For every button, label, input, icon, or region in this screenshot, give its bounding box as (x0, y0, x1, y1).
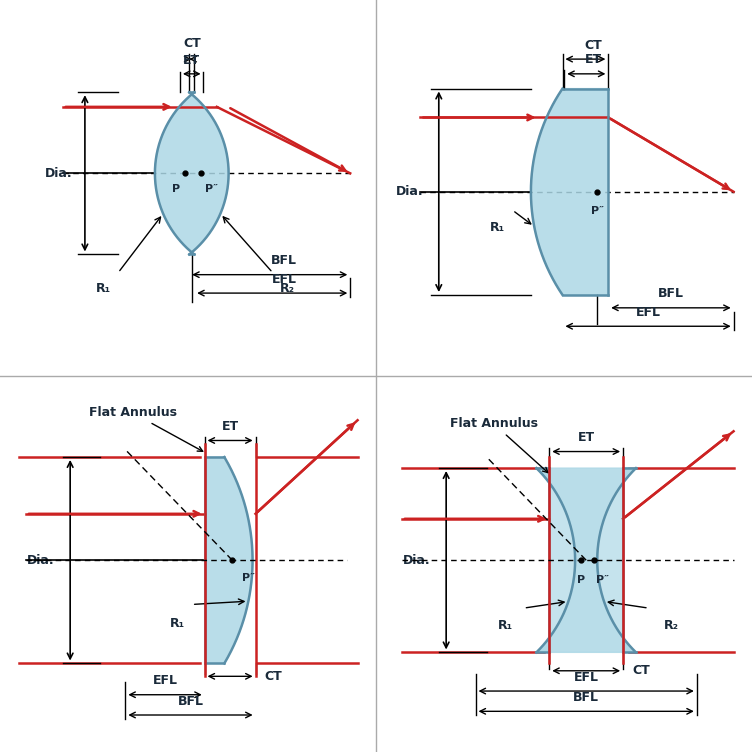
Text: P″: P″ (241, 573, 255, 583)
Text: CT: CT (183, 37, 201, 50)
Text: R₁: R₁ (490, 221, 505, 234)
Text: Flat Annulus: Flat Annulus (89, 406, 203, 451)
Text: EFL: EFL (574, 671, 599, 684)
Text: Dia.: Dia. (45, 167, 73, 180)
Text: P″: P″ (590, 207, 604, 217)
Text: Flat Annulus: Flat Annulus (450, 417, 548, 472)
Text: Dia.: Dia. (27, 553, 54, 567)
Text: ET: ET (585, 53, 602, 66)
Polygon shape (597, 468, 636, 652)
Text: R₁: R₁ (498, 619, 513, 632)
Text: R₂: R₂ (280, 282, 295, 295)
Text: BFL: BFL (271, 254, 297, 267)
Polygon shape (536, 468, 636, 652)
Text: ET: ET (222, 420, 238, 433)
Polygon shape (205, 457, 253, 663)
Text: BFL: BFL (177, 695, 204, 708)
Text: R₁: R₁ (169, 617, 184, 630)
Text: ET: ET (578, 431, 595, 444)
Text: Dia.: Dia. (403, 553, 430, 567)
Text: CT: CT (632, 664, 650, 678)
Text: CT: CT (265, 670, 283, 683)
Text: ET: ET (183, 54, 200, 67)
Polygon shape (155, 92, 229, 254)
Text: P: P (577, 575, 585, 585)
Text: R₂: R₂ (663, 619, 678, 632)
Text: EFL: EFL (271, 273, 296, 286)
Polygon shape (536, 468, 575, 652)
Text: Dia.: Dia. (396, 185, 423, 199)
Text: P″: P″ (596, 575, 609, 585)
Text: BFL: BFL (573, 691, 599, 704)
Polygon shape (531, 89, 608, 295)
Text: P: P (172, 184, 180, 194)
Text: P″: P″ (205, 184, 219, 194)
Text: BFL: BFL (658, 287, 684, 301)
Text: EFL: EFL (153, 675, 177, 687)
Text: CT: CT (584, 39, 602, 52)
Text: EFL: EFL (635, 306, 660, 319)
Text: R₁: R₁ (96, 282, 111, 295)
